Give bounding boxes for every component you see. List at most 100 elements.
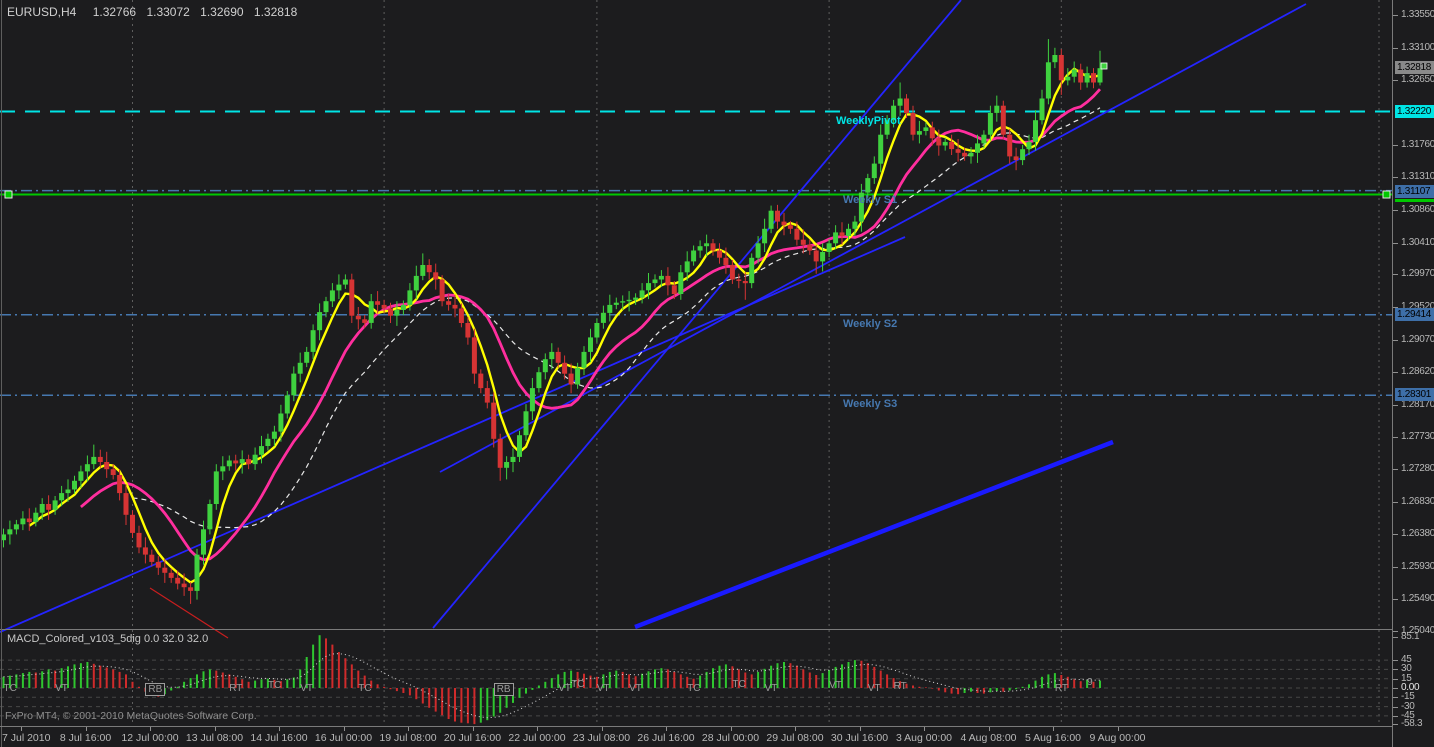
price-axis[interactable]: 1.33550 1.33100 1.32650 1.31760 1.31310 1.308… [1392, 0, 1434, 747]
macd-annotation: TC [571, 679, 585, 690]
macd-annotation: VT [55, 683, 68, 694]
macd-axis-tick: 45 [1401, 654, 1412, 666]
hline-price-strip [1395, 199, 1434, 203]
macd-axis-tick: -58.3 [1401, 718, 1423, 729]
price-axis-tick: 1.29070 [1401, 333, 1434, 345]
macd-annotation: VT [300, 683, 313, 694]
time-axis-tickmark [924, 727, 925, 731]
macd-annotation: TC [3, 683, 17, 694]
macd-annotation: RB [145, 683, 166, 696]
price-axis-tick: 1.29970 [1401, 268, 1434, 280]
time-axis-tickmark [214, 727, 216, 731]
time-axis-tickmark [1053, 727, 1054, 731]
price-axis-tickmark [1393, 242, 1398, 244]
time-axis-label: 14 Jul 16:00 [250, 732, 308, 744]
macd-axis-tickmark [1393, 678, 1398, 680]
time-axis-label: 5 Aug 16:00 [1024, 732, 1082, 744]
window-left-border [1, 0, 2, 747]
macd-axis-tickmark [1393, 660, 1398, 662]
time-axis-label: 9 Aug 00:00 [1089, 732, 1146, 744]
chart-title: EURUSD,H4 1.32766 1.33072 1.32690 1.3281… [7, 5, 304, 19]
price-axis-tick: 1.27730 [1401, 430, 1434, 442]
price-axis-tickmark [1393, 307, 1398, 309]
macd-annotation: TC [358, 683, 372, 694]
macd-annotation: VT [629, 683, 642, 694]
macd-axis-tickmark [1393, 706, 1398, 708]
price-axis-tickmark [1393, 209, 1398, 211]
macd-axis-tickmark [1393, 637, 1398, 638]
price-axis-tickmark [1393, 566, 1398, 568]
macd-axis-tickmark [1393, 697, 1398, 699]
time-axis-tickmark [1117, 727, 1119, 731]
price-axis-tickmark [1393, 598, 1398, 600]
price-axis-tick: 1.31760 [1401, 138, 1434, 150]
price-axis-tick: 1.27280 [1401, 463, 1434, 475]
macd-annotation: 9 [1087, 677, 1093, 688]
time-axis-label: 16 Jul 00:00 [314, 732, 373, 744]
time-axis-label: 30 Jul 16:00 [830, 732, 889, 744]
macd-annotation: TC [687, 683, 701, 694]
time-axis-label: 7 Jul 2010 [2, 732, 51, 744]
price-axis-tickmark [1393, 80, 1398, 82]
price-axis-tick: 1.30410 [1401, 236, 1434, 248]
time-axis-tickmark [343, 727, 345, 731]
price-axis-tickmark [1393, 631, 1398, 633]
ohlc-high: 1.33072 [146, 5, 190, 19]
price-axis-tickmark [1393, 144, 1398, 146]
time-axis-label: 22 Jul 00:00 [508, 732, 566, 744]
time-axis-tickmark [601, 727, 603, 731]
price-axis-tag: 1.28301 [1395, 388, 1434, 402]
panel-separator[interactable] [0, 629, 1392, 630]
time-axis-tickmark [408, 727, 409, 731]
macd-annotation: VT [596, 683, 610, 694]
macd-axis-tickmark [1393, 724, 1398, 725]
time-axis-tickmark [988, 727, 990, 731]
time-axis-tickmark [21, 727, 22, 731]
price-axis-tick: 1.25490 [1401, 592, 1434, 604]
time-axis-label: 13 Jul 08:00 [185, 732, 244, 744]
macd-annotation: RT [1054, 683, 1068, 694]
pivot-label: Weekly S3 [843, 398, 898, 411]
macd-annotation: RB [493, 683, 514, 696]
macd-axis-tick: -15 [1401, 691, 1415, 703]
macd-axis-tick: 15 [1401, 672, 1412, 684]
ohlc-close: 1.32818 [253, 5, 298, 19]
time-axis-label: 19 Jul 08:00 [379, 732, 437, 744]
macd-annotation: VT [867, 683, 881, 694]
time-axis-tickmark [279, 727, 280, 731]
symbol-timeframe: EURUSD,H4 [7, 5, 77, 19]
time-axis-label: 29 Jul 08:00 [766, 732, 824, 744]
macd-axis-tickmark [1393, 688, 1398, 689]
time-axis-label: 3 Aug 00:00 [895, 732, 953, 744]
time-axis-label: 12 Jul 00:00 [121, 732, 179, 744]
time-axis-tickmark [85, 727, 87, 731]
price-axis-tickmark [1393, 404, 1398, 406]
pivot-label: WeeklyPivot [836, 114, 901, 127]
price-axis-tick: 1.26830 [1401, 495, 1434, 507]
pivot-label: Weekly S1 [843, 193, 898, 206]
macd-annotation: RT [893, 681, 907, 692]
macd-axis-tick: -30 [1401, 700, 1415, 712]
macd-annotation: TC [732, 679, 746, 690]
price-axis-tickmark [1393, 274, 1398, 276]
price-axis-tick: 1.25040 [1401, 625, 1434, 637]
macd-annotation: VT [829, 680, 842, 691]
time-axis-label: 8 Jul 16:00 [59, 732, 112, 744]
time-axis-tickmark [472, 727, 474, 731]
price-axis-tick: 1.29520 [1401, 301, 1434, 313]
macd-axis-tick: 0.00 [1401, 682, 1420, 693]
ohlc-low: 1.32690 [200, 5, 244, 19]
time-axis-label: 23 Jul 08:00 [572, 732, 631, 744]
price-axis-tickmark [1393, 47, 1398, 49]
macd-axis-tickmark [1393, 715, 1398, 717]
macd-annotation: RT [229, 683, 243, 694]
time-axis-label: 4 Aug 08:00 [960, 732, 1017, 744]
time-axis[interactable]: 7 Jul 2010 8 Jul 16:00 12 Jul 00:00 13 Jul … [0, 726, 1392, 747]
time-axis-tickmark [730, 727, 732, 731]
price-axis-tick: 1.26380 [1401, 528, 1434, 540]
copyright-notice: FxPro MT4, © 2001-2010 MetaQuotes Softwa… [5, 710, 257, 722]
macd-axis-tick: 85.1 [1401, 631, 1420, 642]
price-axis-tickmark [1393, 372, 1398, 374]
price-axis-tickmark [1393, 436, 1398, 438]
